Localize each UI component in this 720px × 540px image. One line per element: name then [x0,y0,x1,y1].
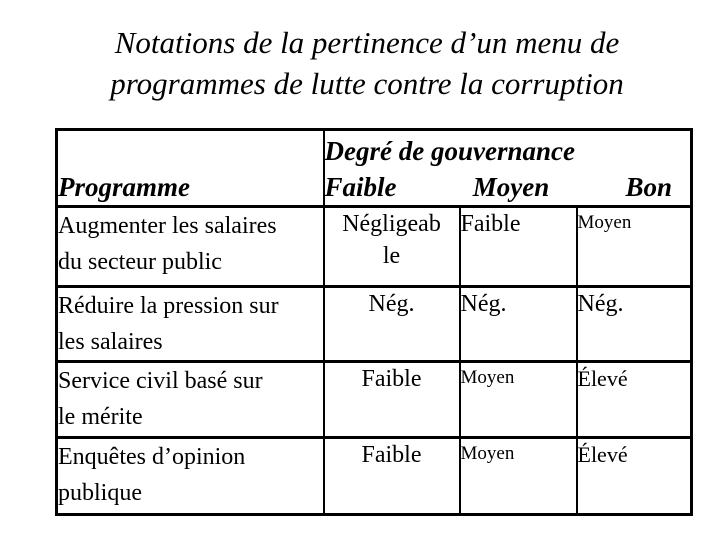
rating-cell-moyen: Moyen [458,360,578,439]
program-cell: Augmenter les salaires du secteur public [55,205,325,288]
governance-group-header: Degré de gouvernance [324,136,575,166]
slide-title: Notations de la pertinence d’un menu de … [42,22,692,104]
governance-header-cell: Degré de gouvernance Faible Moyen Bon [322,128,693,208]
rating-cell-moyen: Moyen [458,436,578,516]
rating-cell-moyen: Faible [458,205,578,288]
col-header-faible: Faible [324,172,397,202]
slide-title-line2: programmes de lutte contre la corruption [110,66,624,101]
rating-cell-faible: Négligeab le [322,205,461,288]
rating-cell-bon: Élevé [575,360,693,439]
table-row: Réduire la pression sur les salaires Nég… [55,285,693,363]
rating-cell-bon: Nég. [575,285,693,363]
rating-cell-faible: Nég. [322,285,461,363]
program-column-header: Programme [55,128,325,208]
rating-cell-moyen: Nég. [458,285,578,363]
table-row: Service civil basé sur le mérite Faible … [55,360,693,439]
table-row: Enquêtes d’opinion publique Faible Moyen… [55,436,693,516]
ratings-table: Programme Degré de gouvernance Faible Mo… [55,128,694,516]
rating-cell-faible: Faible [322,436,461,516]
rating-cell-bon: Moyen [575,205,693,288]
table-row: Augmenter les salaires du secteur public… [55,205,693,288]
col-header-bon: Bon [625,172,672,202]
program-cell: Enquêtes d’opinion publique [55,436,325,516]
rating-cell-faible: Faible [322,360,461,439]
rating-cell-bon: Élevé [575,436,693,516]
governance-subheaders: Faible Moyen Bon [324,169,690,204]
col-header-moyen: Moyen [472,172,550,202]
program-cell: Service civil basé sur le mérite [55,360,325,439]
program-cell: Réduire la pression sur les salaires [55,285,325,363]
slide-title-line1: Notations de la pertinence d’un menu de [114,25,620,60]
table-header-row: Programme Degré de gouvernance Faible Mo… [55,128,693,208]
